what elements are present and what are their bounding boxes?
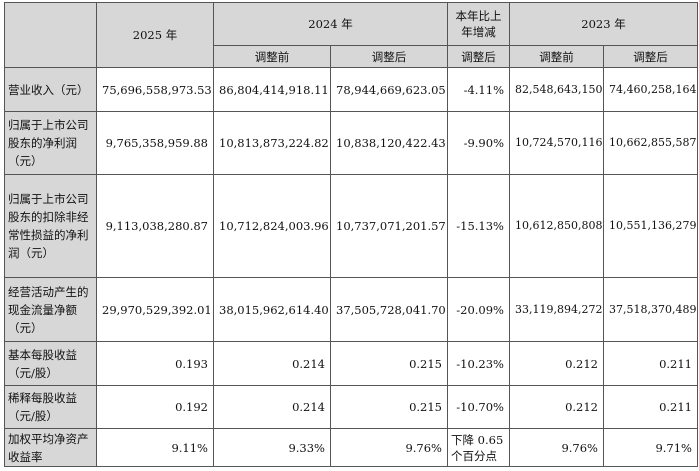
cell-2023-after: 0.211 [603, 341, 698, 386]
cell-yoy: -20.09% [447, 277, 510, 342]
cell-2024-after: 10,737,071,201.57 [330, 174, 448, 278]
cell-yoy: -15.13% [447, 174, 510, 278]
cell-2024-before: 10,712,824,003.96 [213, 174, 331, 278]
table-row: 归属于上市公司股东的净利润（元） 9,765,358,959.88 10,813… [4, 111, 698, 175]
cell-2023-before: 33,119,894,272.61 [509, 277, 604, 342]
cell-2025: 75,696,558,973.53 [96, 67, 214, 112]
header-2023-before: 调整前 [509, 45, 604, 68]
cell-2025: 29,970,529,392.01 [96, 277, 214, 342]
header-2024: 2024 年 [213, 2, 448, 46]
header-2024-after: 调整后 [330, 45, 448, 68]
cell-2023-after: 0.211 [603, 385, 698, 429]
cell-2025: 0.193 [96, 341, 214, 386]
cell-2024-before: 86,804,414,918.11 [213, 67, 331, 112]
cell-2023-before: 9.76% [509, 428, 604, 467]
table-row: 稀释每股收益（元/股） 0.192 0.214 0.215 -10.70% 0.… [4, 385, 698, 429]
header-2025: 2025 年 [96, 2, 214, 68]
cell-2023-after: 10,551,136,279.32 [603, 174, 698, 278]
financial-data-table: 2025 年 2024 年 本年比上年增减 2023 年 调整前 调整后 调整后… [4, 2, 698, 467]
cell-yoy: -10.23% [447, 341, 510, 386]
cell-yoy: -4.11% [447, 67, 510, 112]
cell-2024-before: 0.214 [213, 385, 331, 429]
row-label: 归属于上市公司股东的扣除非经常性损益的净利润（元） [4, 174, 97, 278]
row-label: 加权平均净资产收益率 [4, 428, 97, 467]
cell-2024-before: 0.214 [213, 341, 331, 386]
cell-2025: 9,765,358,959.88 [96, 111, 214, 175]
cell-2023-after: 74,460,258,164.09 [603, 67, 698, 112]
cell-2024-after: 0.215 [330, 341, 448, 386]
cell-yoy: -9.90% [447, 111, 510, 175]
row-label: 基本每股收益（元/股） [4, 341, 97, 386]
header-2023: 2023 年 [509, 2, 698, 46]
cell-2024-after: 0.215 [330, 385, 448, 429]
cell-2025: 9.11% [96, 428, 214, 467]
cell-yoy: 下降 0.65 个百分点 [447, 428, 510, 467]
cell-2024-after: 37,505,728,041.70 [330, 277, 448, 342]
cell-2023-before: 0.212 [509, 385, 604, 429]
header-2023-after: 调整后 [603, 45, 698, 68]
table-row: 基本每股收益（元/股） 0.193 0.214 0.215 -10.23% 0.… [4, 341, 698, 386]
cell-2023-before: 10,612,850,808.51 [509, 174, 604, 278]
table-row: 营业收入（元） 75,696,558,973.53 86,804,414,918… [4, 67, 698, 112]
header-blank [4, 2, 97, 68]
cell-2023-before: 82,548,643,150.32 [509, 67, 604, 112]
cell-2024-after: 10,838,120,422.43 [330, 111, 448, 175]
cell-yoy: -10.70% [447, 385, 510, 429]
row-label: 营业收入（元） [4, 67, 97, 112]
cell-2024-after: 78,944,669,623.05 [330, 67, 448, 112]
row-label: 经营活动产生的现金流量净额（元） [4, 277, 97, 342]
cell-2024-before: 10,813,873,224.82 [213, 111, 331, 175]
row-label: 稀释每股收益（元/股） [4, 385, 97, 429]
header-yoy: 本年比上年增减 [447, 2, 510, 46]
cell-2024-before: 38,015,962,614.40 [213, 277, 331, 342]
cell-2023-after: 9.71% [603, 428, 698, 467]
cell-2024-before: 9.33% [213, 428, 331, 467]
cell-2023-before: 10,724,570,116.68 [509, 111, 604, 175]
cell-2025: 0.192 [96, 385, 214, 429]
table-row: 加权平均净资产收益率 9.11% 9.33% 9.76% 下降 0.65 个百分… [4, 428, 698, 467]
cell-2023-before: 0.212 [509, 341, 604, 386]
header-yoy-after: 调整后 [447, 45, 510, 68]
row-label: 归属于上市公司股东的净利润（元） [4, 111, 97, 175]
cell-2024-after: 9.76% [330, 428, 448, 467]
header-2024-before: 调整前 [213, 45, 331, 68]
table-row: 经营活动产生的现金流量净额（元） 29,970,529,392.01 38,01… [4, 277, 698, 342]
cell-2023-after: 37,518,370,489.32 [603, 277, 698, 342]
cell-2025: 9,113,038,280.87 [96, 174, 214, 278]
cell-2023-after: 10,662,855,587.49 [603, 111, 698, 175]
table-row: 归属于上市公司股东的扣除非经常性损益的净利润（元） 9,113,038,280.… [4, 174, 698, 278]
